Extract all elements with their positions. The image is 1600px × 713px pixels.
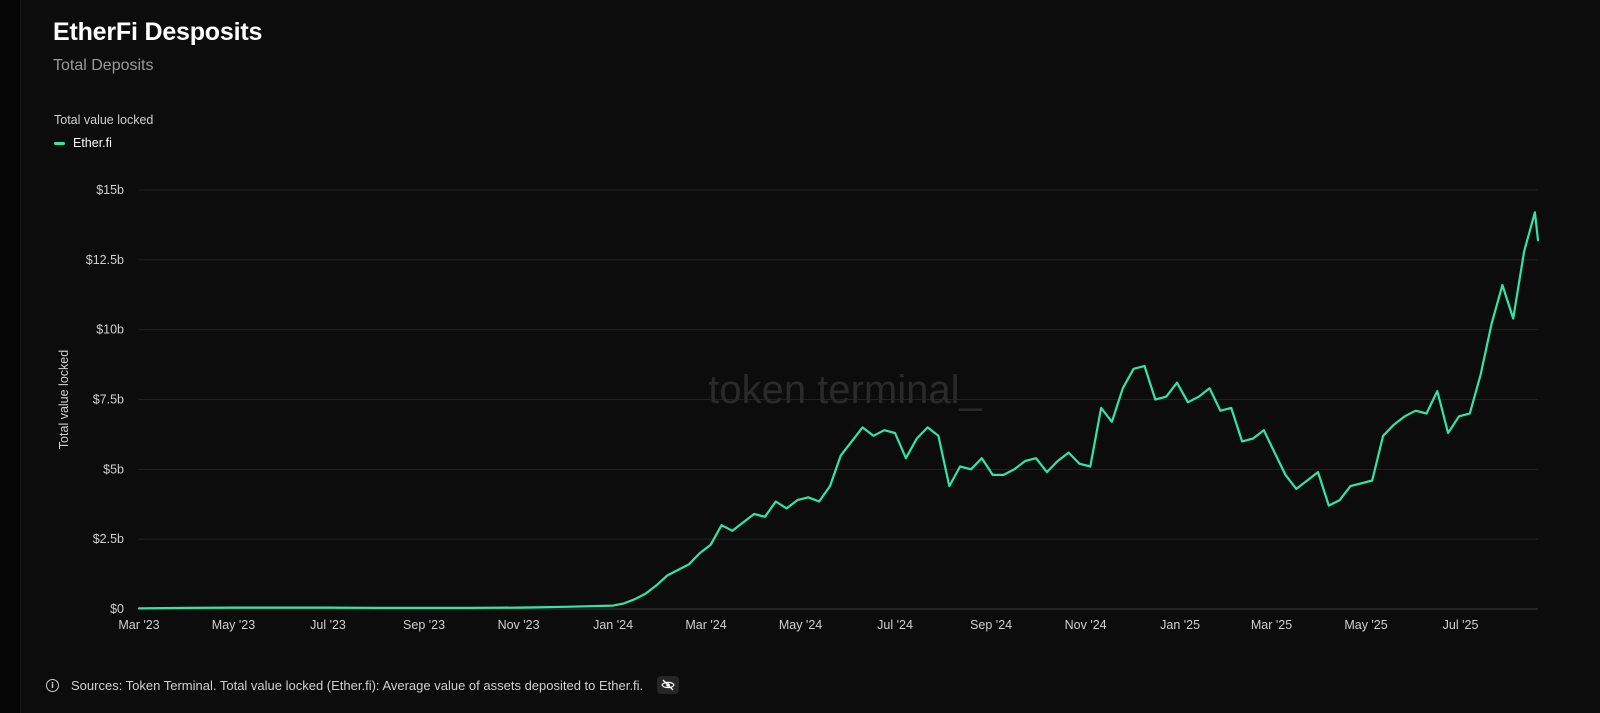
series-line-etherfi[interactable] (137, 211, 1540, 610)
x-tick-label: Mar '23 (118, 618, 159, 632)
x-tick-label: Jan '25 (1160, 618, 1200, 632)
x-axis-ticks: Mar '23 May '23 Jul '23 Sep '23 Nov '23 Jan '… (118, 618, 1478, 632)
sources-text: Sources: Token Terminal. Total value loc… (71, 677, 644, 693)
x-tick-label: Mar '25 (1251, 618, 1292, 632)
y-axis-label: Total value locked (57, 350, 71, 449)
x-tick-label: Nov '24 (1065, 618, 1107, 632)
legend-item-etherfi[interactable]: Ether.fi (54, 136, 112, 150)
legend-label: Ether.fi (73, 136, 112, 150)
x-tick-label: Nov '23 (498, 618, 540, 632)
y-tick-label: $2.5b (93, 532, 124, 546)
y-tick-label: $5b (103, 462, 124, 476)
x-tick-label: Mar '24 (685, 618, 726, 632)
watermark-text: token terminal_ (708, 368, 982, 412)
x-tick-label: May '23 (212, 618, 255, 632)
y-tick-label: $10b (96, 323, 124, 337)
legend-swatch (54, 141, 65, 145)
y-axis-ticks: $0 $2.5b $5b $7.5b $10b $12.5b $15b (86, 183, 124, 616)
hide-sources-button[interactable] (657, 676, 680, 694)
info-icon: i (46, 678, 59, 692)
y-tick-label: $12.5b (86, 253, 124, 267)
y-tick-label: $0 (110, 602, 124, 616)
page-subtitle: Total Deposits (53, 57, 154, 74)
grid-lines (139, 189, 1538, 540)
x-tick-label: May '24 (779, 618, 822, 632)
x-tick-label: Sep '24 (970, 618, 1012, 632)
x-tick-label: Jan '24 (593, 618, 633, 632)
y-tick-label: $7.5b (93, 393, 124, 407)
x-tick-label: Jul '24 (877, 618, 913, 632)
x-tick-label: May '25 (1344, 618, 1387, 632)
x-tick-label: Jul '25 (1443, 618, 1479, 632)
page-title: EtherFi Desposits (53, 18, 263, 46)
y-tick-label: $15b (96, 183, 124, 197)
legend-title: Total value locked (54, 113, 154, 127)
x-tick-label: Sep '23 (403, 618, 445, 632)
eye-slash-icon (661, 679, 675, 691)
left-edge-divider (0, 0, 21, 713)
x-tick-label: Jul '23 (310, 618, 346, 632)
footer-sources: i Sources: Token Terminal. Total value l… (46, 676, 680, 694)
